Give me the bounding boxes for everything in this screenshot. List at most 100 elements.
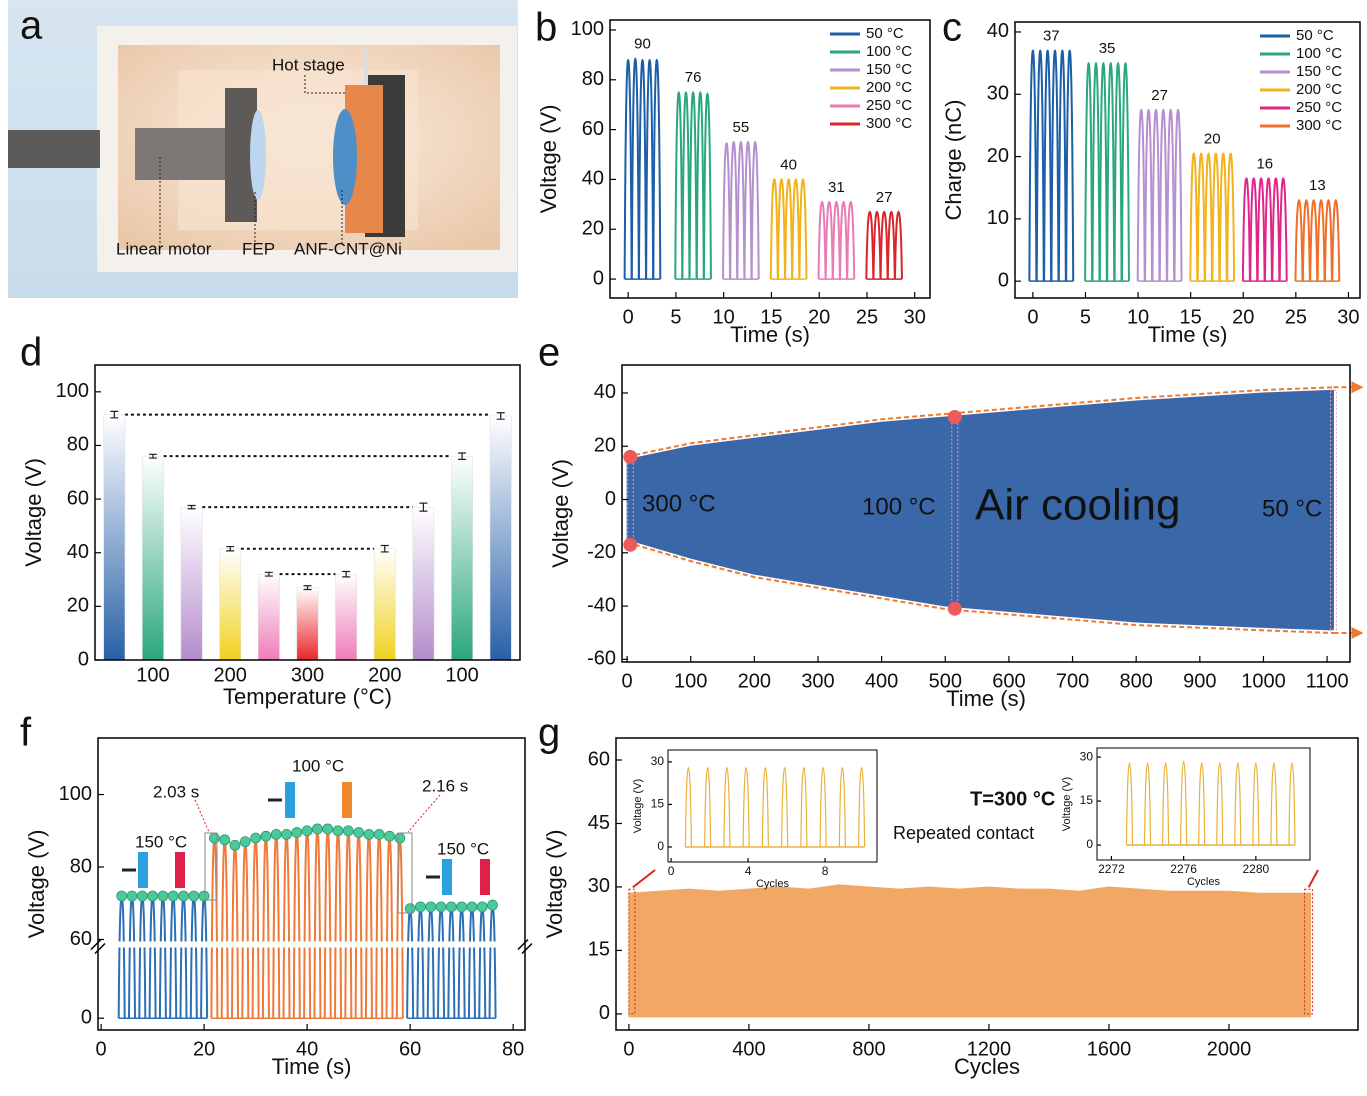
- y-tick-label: -20: [587, 541, 616, 563]
- peak-label: 35: [1099, 40, 1116, 57]
- x-tick-label: 4: [745, 864, 752, 878]
- x-axis-label: Cycles: [756, 878, 790, 890]
- peak-dot: [157, 890, 169, 902]
- error-bar: [187, 504, 196, 510]
- x-axis-label: Time (s): [946, 686, 1026, 711]
- peak-dot: [466, 901, 478, 913]
- pulse: [406, 907, 415, 1019]
- pulse: [791, 178, 801, 280]
- plot-frame: [1096, 747, 1311, 861]
- x-tick-label: 700: [1056, 670, 1089, 692]
- pulse: [1065, 49, 1075, 282]
- axis-break-mark: [517, 938, 533, 955]
- y-tick-label: 0: [78, 648, 89, 670]
- signal-area: [626, 389, 1334, 501]
- error-bar: [496, 412, 505, 420]
- signal-area: [626, 499, 1334, 631]
- pulse: [623, 58, 633, 280]
- peak-dot: [178, 890, 189, 902]
- pulse: [684, 766, 692, 847]
- panel-letter: e: [538, 331, 560, 375]
- pulse: [447, 905, 456, 1019]
- linear-motor: [135, 128, 230, 180]
- panel-letter: f: [20, 711, 32, 755]
- plot-frame: [97, 737, 526, 1031]
- pulse: [344, 829, 353, 1019]
- y-tick-label: -60: [587, 648, 616, 670]
- x-tick-label: 200: [738, 670, 771, 692]
- y-axis-label: Voltage (V): [24, 830, 49, 939]
- transition-box: [397, 832, 413, 914]
- legend-label: 250 °C: [866, 97, 912, 114]
- x-tick-label: 20: [193, 1038, 215, 1060]
- x-tick-label: 60: [399, 1038, 421, 1060]
- pulse: [220, 838, 229, 1019]
- pulse: [1256, 177, 1266, 282]
- y-tick-label: 60: [588, 748, 610, 770]
- y-tick-label: 0: [998, 269, 1009, 291]
- legend-label: 100 °C: [1296, 45, 1342, 62]
- error-bar: [110, 410, 119, 419]
- pulse: [138, 894, 147, 1019]
- annotation: 2.03 s: [153, 782, 199, 801]
- x-tick-label: 100: [136, 664, 169, 686]
- pulse: [872, 210, 882, 280]
- x-tick-label: 5: [670, 306, 681, 328]
- bar: [335, 573, 358, 661]
- pulse: [241, 840, 250, 1019]
- y-tick-label: 80: [70, 855, 92, 877]
- state-icon: [175, 852, 185, 888]
- x-tick-label: 1200: [967, 1038, 1012, 1060]
- pulse: [1151, 108, 1161, 282]
- pulse: [688, 91, 698, 280]
- peak-dot: [332, 825, 344, 837]
- pulse: [1270, 762, 1278, 846]
- pulse: [488, 904, 497, 1019]
- peak-label: 13: [1309, 177, 1326, 194]
- peak-dot: [136, 890, 148, 902]
- pulse: [798, 178, 808, 280]
- zoom-arrow: [632, 869, 656, 889]
- y-tick-label: 0: [657, 839, 664, 853]
- x-tick-label: 15: [1180, 306, 1202, 328]
- pulse: [645, 58, 655, 280]
- error-bar: [458, 452, 467, 460]
- peak-dot: [188, 890, 200, 902]
- pulse: [251, 837, 260, 1019]
- pulse: [1252, 762, 1260, 846]
- pulse: [179, 894, 188, 1019]
- callout-label: FEP: [242, 239, 275, 258]
- pulse: [426, 905, 435, 1019]
- annotation: 100 °C: [292, 756, 344, 775]
- y-tick-label: 30: [651, 754, 665, 768]
- legend-label: 300 °C: [866, 115, 912, 132]
- pulse: [1035, 49, 1045, 282]
- pulse: [652, 58, 662, 280]
- pulse: [761, 766, 769, 847]
- pulse: [893, 210, 903, 280]
- pulse: [478, 905, 487, 1019]
- state-icon: [285, 782, 295, 818]
- y-axis-label: Voltage (V): [1061, 777, 1073, 831]
- pulse: [1028, 49, 1038, 282]
- pulse: [292, 831, 301, 1019]
- pulse: [375, 833, 384, 1019]
- legend-label: 250 °C: [1296, 99, 1342, 116]
- pulse: [819, 766, 827, 847]
- state-icon: [442, 859, 452, 895]
- legend-label: 200 °C: [1296, 81, 1342, 98]
- pulse: [1050, 49, 1060, 282]
- x-tick-label: 400: [732, 1038, 765, 1060]
- peak-label: 16: [1256, 155, 1273, 172]
- callout-label: Linear motor: [116, 239, 212, 258]
- x-axis-label: Time (s): [730, 322, 810, 347]
- x-tick-label: 200: [214, 664, 247, 686]
- pulse: [1241, 177, 1251, 282]
- signal-area: [628, 884, 1312, 1018]
- y-tick-label: 0: [1086, 837, 1093, 851]
- pulse: [1180, 760, 1188, 846]
- legend-label: 150 °C: [866, 61, 912, 78]
- annotation: Air cooling: [975, 481, 1180, 530]
- trend-arrow: [1351, 381, 1364, 394]
- pulse: [117, 894, 126, 1019]
